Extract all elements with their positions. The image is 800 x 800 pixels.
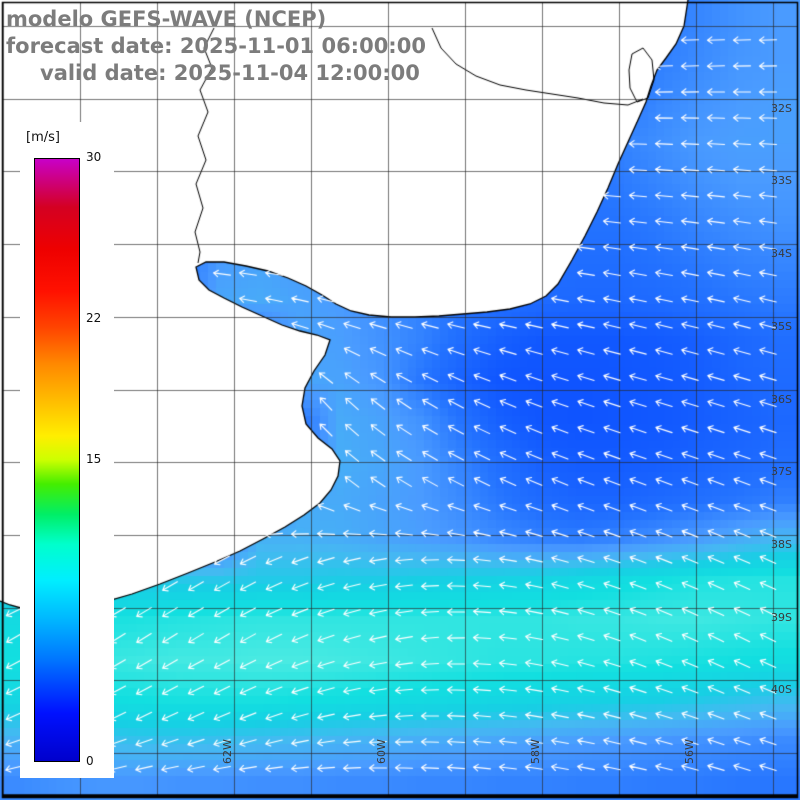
lat-label-37S: 37S bbox=[771, 465, 792, 478]
colorbar-gradient bbox=[34, 158, 80, 762]
lon-label-60W: 60W bbox=[375, 739, 388, 764]
colorbar-tick-30: 30 bbox=[86, 150, 102, 164]
colorbar-unit-label: [m/s] bbox=[26, 130, 60, 145]
colorbar: [m/s] 30 22 15 0 bbox=[20, 122, 114, 778]
lon-label-62W: 62W bbox=[221, 739, 234, 764]
lat-label-40S: 40S bbox=[771, 683, 792, 696]
lat-label-36S: 36S bbox=[771, 393, 792, 406]
colorbar-tick-22: 22 bbox=[86, 311, 102, 326]
colorbar-tick-0: 0 bbox=[86, 754, 94, 768]
lat-label-39S: 39S bbox=[771, 611, 792, 624]
model-title: modelo GEFS-WAVE (NCEP) bbox=[6, 7, 327, 31]
lat-label-33S: 33S bbox=[771, 174, 792, 187]
lon-label-58W: 58W bbox=[529, 739, 542, 764]
lat-label-34S: 34S bbox=[771, 247, 792, 260]
lat-label-32S: 32S bbox=[771, 102, 792, 115]
lat-label-35S: 35S bbox=[771, 320, 792, 333]
forecast-date-label: forecast date: 2025-11-01 06:00:00 bbox=[6, 34, 426, 58]
lat-label-38S: 38S bbox=[771, 538, 792, 551]
valid-date-label: valid date: 2025-11-04 12:00:00 bbox=[40, 61, 420, 85]
colorbar-tick-15: 15 bbox=[86, 452, 102, 466]
title-block: modelo GEFS-WAVE (NCEP) forecast date: 2… bbox=[6, 6, 426, 87]
lon-label-56W: 56W bbox=[683, 739, 696, 764]
